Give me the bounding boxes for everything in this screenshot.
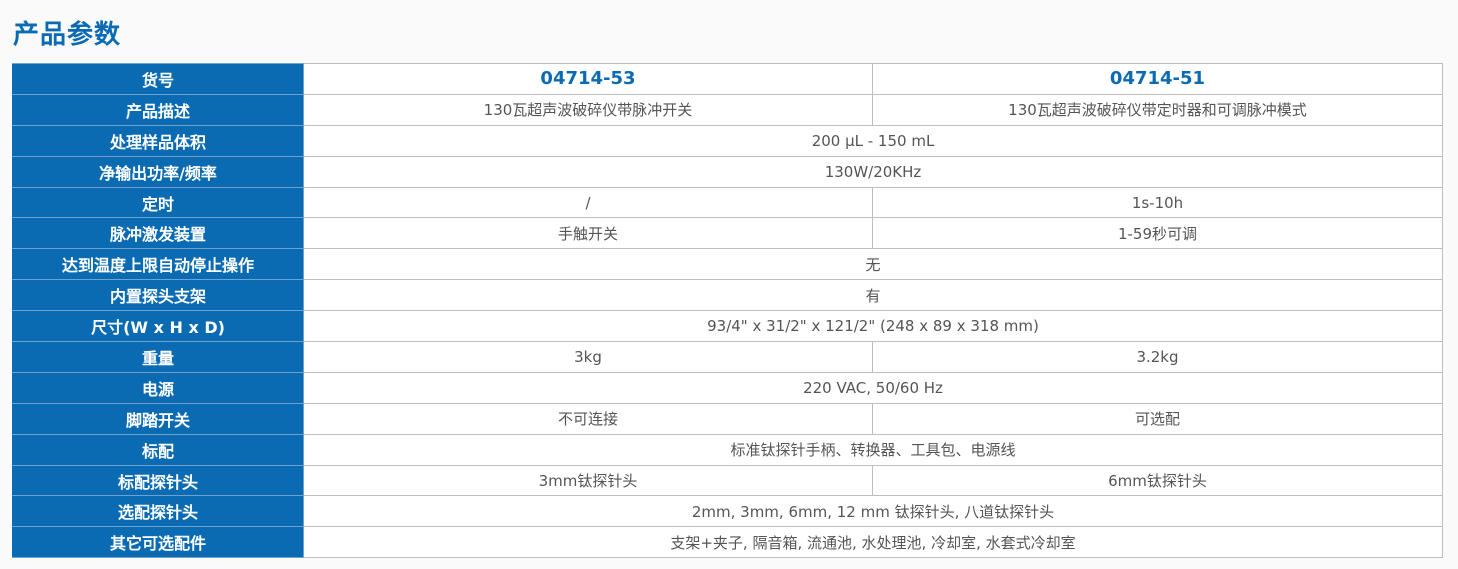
table-row: 电源 220 VAC, 50/60 Hz — [12, 371, 1443, 404]
row-value-04714-51: 3.2kg — [872, 341, 1443, 373]
table-row: 处理样品体积 200 µL - 150 mL — [12, 124, 1443, 157]
row-value: 有 — [303, 279, 1443, 312]
row-label: 达到温度上限自动停止操作 — [12, 248, 304, 281]
row-value: 200 µL - 150 mL — [303, 124, 1443, 157]
row-value-04714-53: 不可连接 — [303, 402, 873, 435]
row-label: 定时 — [12, 186, 304, 219]
row-label: 其它可选配件 — [12, 526, 304, 559]
row-value-04714-51: 1-59秒可调 — [872, 217, 1443, 250]
row-value-04714-51: 1s-10h — [872, 186, 1443, 219]
row-value-04714-53: / — [303, 186, 873, 219]
spec-table: 货号 04714-53 04714-51 产品描述 130瓦超声波破碎仪带脉冲开关… — [12, 63, 1443, 559]
row-label: 标配 — [12, 433, 304, 466]
row-value-04714-51: 可选配 — [872, 402, 1443, 435]
row-value-04714-53: 3mm钛探针头 — [303, 464, 873, 497]
table-row: 标配探针头 3mm钛探针头 6mm钛探针头 — [12, 464, 1443, 497]
table-row: 内置探头支架有 — [12, 279, 1443, 312]
row-label: 电源 — [12, 371, 304, 404]
table-row: 脚踏开关 不可连接 可选配 — [12, 402, 1443, 435]
row-label: 货号 — [12, 63, 304, 95]
row-label: 净输出功率/频率 — [12, 155, 304, 188]
row-label: 脚踏开关 — [12, 402, 304, 435]
row-value-04714-53: 手触开关 — [303, 217, 873, 250]
row-value-04714-53: 130瓦超声波破碎仪带脉冲开关 — [303, 93, 873, 126]
row-value: 标准钛探针手柄、转换器、工具包、电源线 — [303, 433, 1443, 466]
row-label: 处理样品体积 — [12, 124, 304, 157]
row-value-04714-53: 3kg — [303, 341, 873, 373]
row-value: 130W/20KHz — [303, 155, 1443, 188]
table-row: 产品描述 130瓦超声波破碎仪带脉冲开关 130瓦超声波破碎仪带定时器和可调脉冲模式 — [12, 93, 1443, 126]
table-row: 脉冲激发装置 手触开关 1-59秒可调 — [12, 217, 1443, 250]
row-label: 重量 — [12, 341, 304, 373]
model-04714-51: 04714-51 — [872, 63, 1443, 95]
model-04714-53: 04714-53 — [303, 63, 873, 95]
row-label: 内置探头支架 — [12, 279, 304, 312]
row-label: 产品描述 — [12, 93, 304, 126]
header-row: 货号 04714-53 04714-51 — [12, 63, 1443, 95]
table-row: 尺寸(W x H x D) 93/4" x 31/2" x 121/2" (248… — [12, 310, 1443, 343]
table-row: 净输出功率/频率 130W/20KHz — [12, 155, 1443, 188]
row-label: 标配探针头 — [12, 464, 304, 497]
row-label: 尺寸(W x H x D) — [12, 310, 304, 343]
row-value-04714-51: 130瓦超声波破碎仪带定时器和可调脉冲模式 — [872, 93, 1443, 126]
row-value: 支架+夹子, 隔音箱, 流通池, 水处理池, 冷却室, 水套式冷却室 — [303, 526, 1443, 559]
table-row: 达到温度上限自动停止操作无 — [12, 248, 1443, 281]
row-value: 2mm, 3mm, 6mm, 12 mm 钛探针头, 八道钛探针头 — [303, 495, 1443, 528]
table-row: 选配探针头 2mm, 3mm, 6mm, 12 mm 钛探针头, 八道钛探针头 — [12, 495, 1443, 528]
row-value: 220 VAC, 50/60 Hz — [303, 371, 1443, 404]
row-value: 93/4" x 31/2" x 121/2" (248 x 89 x 318 m… — [303, 310, 1443, 343]
row-label: 选配探针头 — [12, 495, 304, 528]
table-row: 重量 3kg 3.2kg — [12, 341, 1443, 373]
row-label: 脉冲激发装置 — [12, 217, 304, 250]
page-title: 产品参数 — [13, 20, 122, 50]
row-value-04714-51: 6mm钛探针头 — [872, 464, 1443, 497]
table-row: 定时/1s-10h — [12, 186, 1443, 219]
table-row: 其它可选配件 支架+夹子, 隔音箱, 流通池, 水处理池, 冷却室, 水套式冷却室 — [12, 526, 1443, 559]
row-value: 无 — [303, 248, 1443, 281]
table-row: 标配 标准钛探针手柄、转换器、工具包、电源线 — [12, 433, 1443, 466]
